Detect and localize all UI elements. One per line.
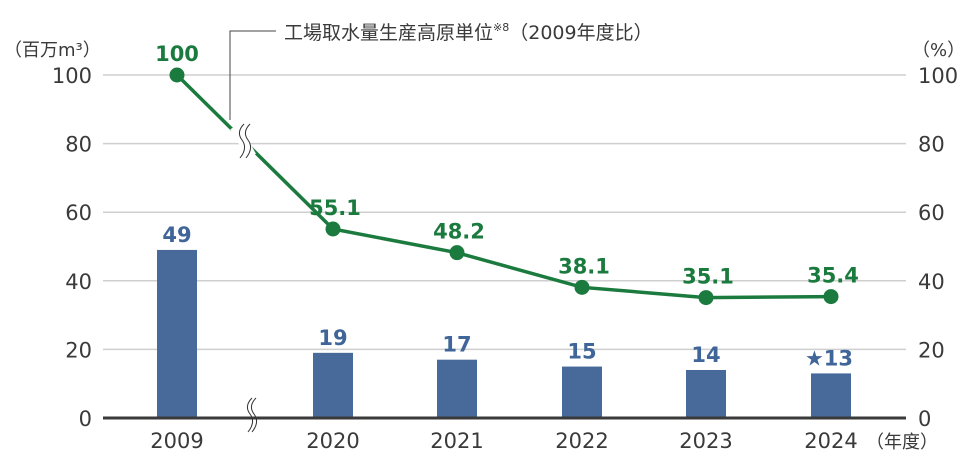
line-value-label: 100 <box>155 42 199 66</box>
bar-value-label: ★13 <box>805 346 853 370</box>
left-axis-unit: （百万m³） <box>4 40 101 61</box>
axis-break-mark-bottom <box>246 397 258 433</box>
bar-value-label: 49 <box>162 223 191 247</box>
x-tick-label: 2024 <box>804 429 857 453</box>
right-tick-label: 100 <box>918 64 958 88</box>
line-point <box>698 290 714 306</box>
line-value-label: 35.4 <box>807 264 859 288</box>
line-point <box>169 67 185 83</box>
x-tick-label: 2022 <box>555 429 608 453</box>
bars: 49 19 17 15 14 ★13 <box>157 223 853 418</box>
chart-title: 工場取水量生産高原単位※8（2009年度比） <box>284 21 653 44</box>
bar <box>437 359 477 418</box>
right-tick-label: 60 <box>918 201 945 225</box>
x-tick-label: 2020 <box>306 429 359 453</box>
bar-value-label: 15 <box>567 340 596 364</box>
gridlines <box>103 74 906 351</box>
line-point <box>449 245 465 261</box>
x-tick-label: 2009 <box>150 429 203 453</box>
bar <box>811 373 851 418</box>
bar <box>562 366 602 418</box>
x-axis-unit: （年度） <box>866 432 938 453</box>
line-series <box>175 73 832 300</box>
left-tick-label: 80 <box>65 133 92 157</box>
left-tick-label: 100 <box>52 64 92 88</box>
left-tick-label: 40 <box>65 270 92 294</box>
title-leader-line <box>229 30 276 120</box>
bar-value-label: 19 <box>318 326 347 350</box>
bar <box>157 249 197 418</box>
left-tick-label: 20 <box>65 338 92 362</box>
line-point <box>823 289 839 305</box>
line-value-label: 35.1 <box>682 265 734 289</box>
left-tick-label: 0 <box>79 407 92 431</box>
x-tick-label: 2023 <box>679 429 732 453</box>
line-value-label: 48.2 <box>433 220 485 244</box>
line-value-label: 55.1 <box>309 196 361 220</box>
right-tick-label: 80 <box>918 133 945 157</box>
x-tick-label: 2021 <box>430 429 483 453</box>
bar-value-label: 17 <box>442 333 471 357</box>
right-tick-label: 40 <box>918 270 945 294</box>
right-tick-label: 0 <box>918 407 931 431</box>
ratio-line: 100 55.1 48.2 38.1 35.1 35.4 <box>155 42 859 306</box>
bar <box>686 369 726 418</box>
bar <box>313 352 353 418</box>
left-tick-label: 60 <box>65 201 92 225</box>
line-point <box>325 221 341 237</box>
right-axis-unit: （%） <box>912 40 965 61</box>
line-value-label: 38.1 <box>558 254 610 278</box>
axis-break-mark-line <box>238 123 252 159</box>
bar-value-label: 14 <box>691 343 720 367</box>
line-point <box>574 279 590 295</box>
right-tick-label: 20 <box>918 338 945 362</box>
